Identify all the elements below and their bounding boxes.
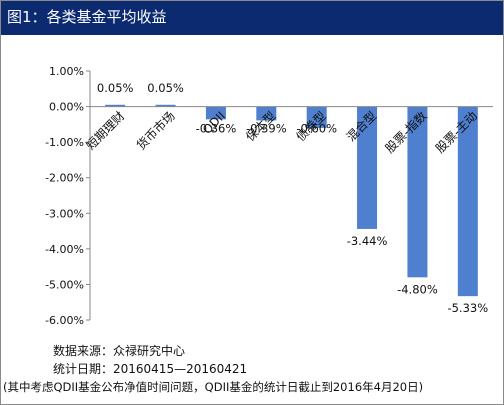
bar (407, 106, 428, 278)
value-label: 0.05% (97, 81, 134, 95)
value-label: -4.80% (397, 282, 438, 296)
y-tick-label: 1.00% (49, 65, 84, 78)
bar (457, 106, 478, 297)
bar (205, 106, 226, 120)
y-tick-label: -3.00% (45, 207, 84, 220)
y-tick-label: -6.00% (45, 314, 84, 327)
source-note: 数据来源：众禄研究中心 (53, 344, 186, 358)
value-label: -3.44% (347, 234, 388, 248)
bar-chart: 1.00% 0.00% -1.00% -2.00% -3.00% -4.00% -5.00%… (45, 65, 493, 327)
value-label: -0.39% (246, 122, 287, 136)
bar (306, 106, 327, 128)
bar (105, 104, 126, 107)
footnote: (其中考虑QDII基金公布净值时间问题，QDII基金的统计日截止到2016年4月… (3, 380, 424, 394)
value-label: -0.60% (296, 122, 337, 136)
value-label: 0.05% (147, 81, 184, 95)
bar (155, 104, 176, 107)
y-tick-label: -1.00% (45, 136, 84, 149)
bar (256, 106, 277, 121)
bar (357, 106, 378, 229)
y-tick-label: -5.00% (45, 278, 84, 291)
y-tick-label: -4.00% (45, 243, 84, 256)
x-category-label: 货币市场 (133, 108, 178, 153)
period-note: 统计日期：20160415—20160421 (53, 362, 248, 376)
value-label: -0.36% (196, 122, 237, 136)
y-tick-label: 0.00% (49, 101, 84, 114)
chart-title: 图1：各类基金平均收益 (7, 8, 167, 26)
title-bar: 图1：各类基金平均收益 (1, 1, 503, 35)
y-tick-label: -2.00% (45, 172, 84, 185)
value-label: -5.33% (447, 301, 488, 315)
